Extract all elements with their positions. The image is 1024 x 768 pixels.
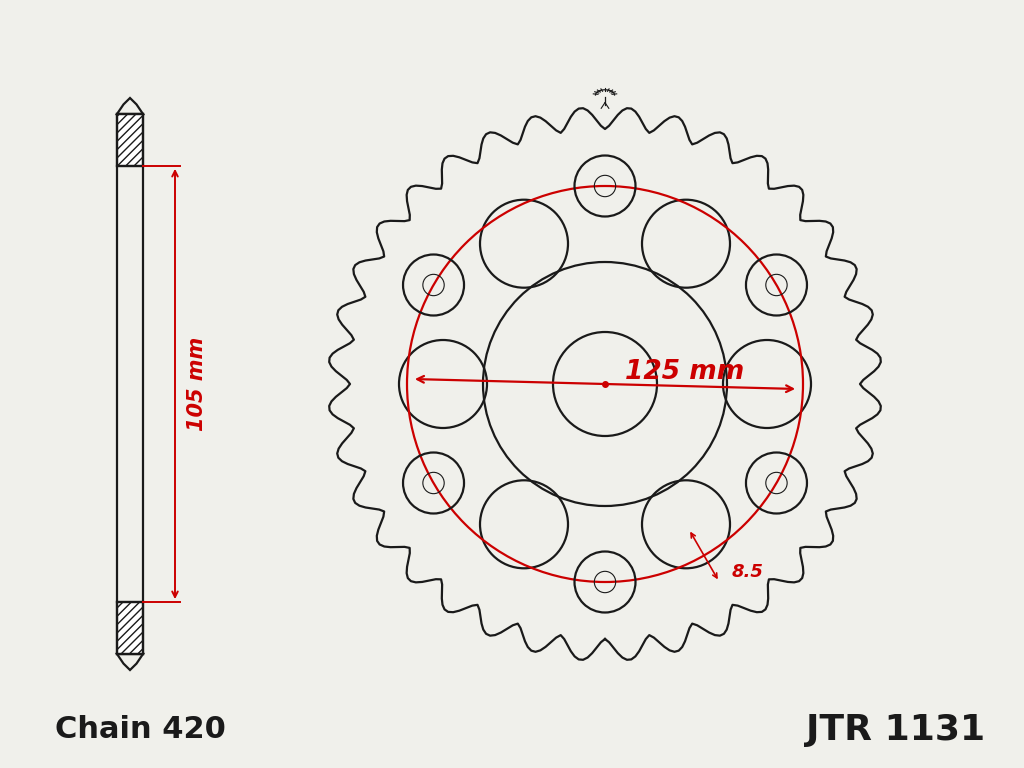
Text: 8.5: 8.5 — [731, 563, 763, 581]
Text: JTR 1131: JTR 1131 — [806, 713, 985, 747]
Text: Chain 420: Chain 420 — [55, 716, 226, 744]
Text: 105 mm: 105 mm — [187, 337, 207, 431]
Polygon shape — [117, 114, 143, 166]
Polygon shape — [117, 602, 143, 654]
Text: 125 mm: 125 mm — [625, 359, 744, 385]
